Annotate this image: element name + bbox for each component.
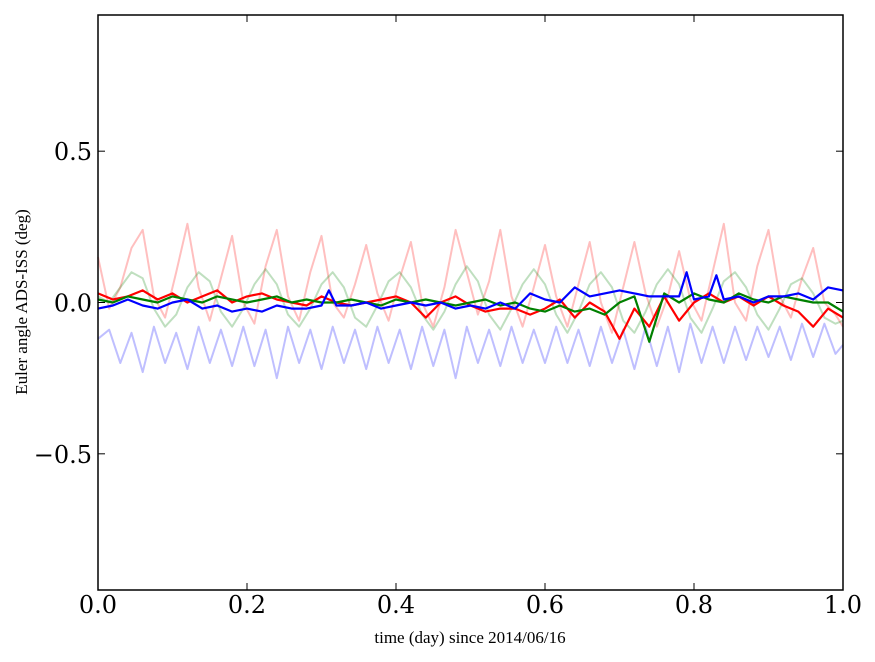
x-tick-label: 0.0 [79, 591, 117, 619]
x-tick-label: 0.6 [526, 591, 564, 619]
x-tick-label: 1.0 [824, 591, 862, 619]
series-line-2 [97, 322, 844, 380]
series-line-1 [97, 265, 844, 334]
x-tick-label: 0.4 [377, 591, 415, 619]
series-line-5 [97, 271, 844, 313]
series-line-4 [97, 292, 844, 343]
x-tick-label: 0.2 [228, 591, 266, 619]
y-tick-label: 0.5 [54, 138, 92, 166]
y-tick-label: −0.5 [34, 441, 92, 469]
x-axis-label: time (day) since 2014/06/16 [374, 628, 565, 647]
y-tick-label: 0.0 [54, 290, 92, 318]
ticks-layer: 0.0 0.2 0.4 0.6 0.8 1.0 0.5 0.0 −0.5 [34, 15, 862, 619]
y-axis-label: Euler angle ADS-ISS (deg) [12, 209, 31, 395]
series-line-0 [97, 222, 844, 334]
series-layer [97, 222, 844, 380]
x-tick-label: 0.8 [675, 591, 713, 619]
